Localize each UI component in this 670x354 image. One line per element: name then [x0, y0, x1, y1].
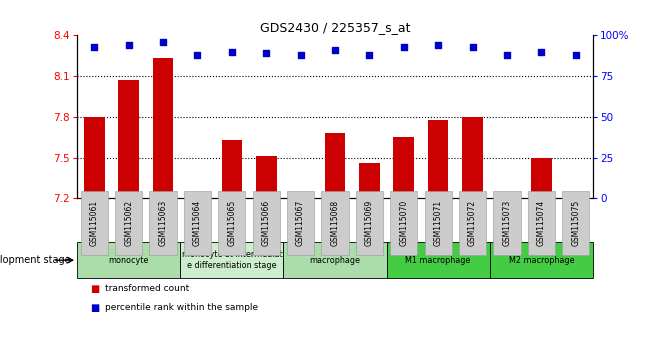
Bar [187, 197, 208, 198]
Title: GDS2430 / 225357_s_at: GDS2430 / 225357_s_at [260, 21, 410, 34]
Point [226, 49, 237, 55]
Text: development stage: development stage [0, 255, 70, 265]
Text: GSM115064: GSM115064 [193, 200, 202, 246]
Text: GSM115066: GSM115066 [262, 200, 271, 246]
Point [467, 44, 478, 50]
Point [261, 51, 271, 56]
Text: M2 macrophage: M2 macrophage [509, 256, 574, 265]
Text: GSM115070: GSM115070 [399, 200, 408, 246]
Point [295, 52, 306, 58]
Point [123, 42, 134, 48]
Text: transformed count: transformed count [105, 284, 190, 293]
Bar [565, 195, 586, 198]
Point [157, 39, 168, 45]
Text: monocyte at intermediat
e differentiation stage: monocyte at intermediat e differentiatio… [182, 251, 282, 270]
Text: GSM115067: GSM115067 [296, 200, 305, 246]
Text: GSM115073: GSM115073 [502, 200, 511, 246]
Text: GSM115063: GSM115063 [159, 200, 168, 246]
Bar [153, 58, 174, 198]
Point [570, 52, 581, 58]
Bar [393, 137, 414, 198]
Bar [428, 120, 448, 198]
Text: GSM115071: GSM115071 [433, 200, 443, 246]
Text: ■: ■ [90, 303, 100, 313]
Bar [462, 117, 483, 198]
Bar [256, 156, 277, 198]
Text: GSM115069: GSM115069 [365, 200, 374, 246]
Point [192, 52, 203, 58]
Point [330, 47, 340, 53]
Point [364, 52, 375, 58]
Text: GSM115068: GSM115068 [330, 200, 340, 246]
Bar [84, 117, 105, 198]
FancyBboxPatch shape [180, 242, 283, 278]
Bar [531, 158, 551, 198]
Text: GSM115075: GSM115075 [572, 200, 580, 246]
FancyBboxPatch shape [490, 242, 593, 278]
Text: GSM115062: GSM115062 [124, 200, 133, 246]
Text: GSM115061: GSM115061 [90, 200, 98, 246]
Point [399, 44, 409, 50]
Bar [359, 163, 380, 198]
Text: macrophage: macrophage [310, 256, 360, 265]
Text: ■: ■ [90, 284, 100, 293]
Text: monocyte: monocyte [109, 256, 149, 265]
Bar [325, 133, 345, 198]
Bar [119, 80, 139, 198]
FancyBboxPatch shape [283, 242, 387, 278]
Text: M1 macrophage: M1 macrophage [405, 256, 471, 265]
Text: percentile rank within the sample: percentile rank within the sample [105, 303, 259, 313]
Bar [290, 197, 311, 198]
FancyBboxPatch shape [77, 242, 180, 278]
Text: GSM115072: GSM115072 [468, 200, 477, 246]
Point [89, 44, 100, 50]
Bar [496, 197, 517, 198]
Bar [222, 140, 242, 198]
Point [433, 42, 444, 48]
Point [536, 49, 547, 55]
Text: GSM115074: GSM115074 [537, 200, 546, 246]
Text: GSM115065: GSM115065 [227, 200, 237, 246]
FancyBboxPatch shape [387, 242, 490, 278]
Point [502, 52, 513, 58]
